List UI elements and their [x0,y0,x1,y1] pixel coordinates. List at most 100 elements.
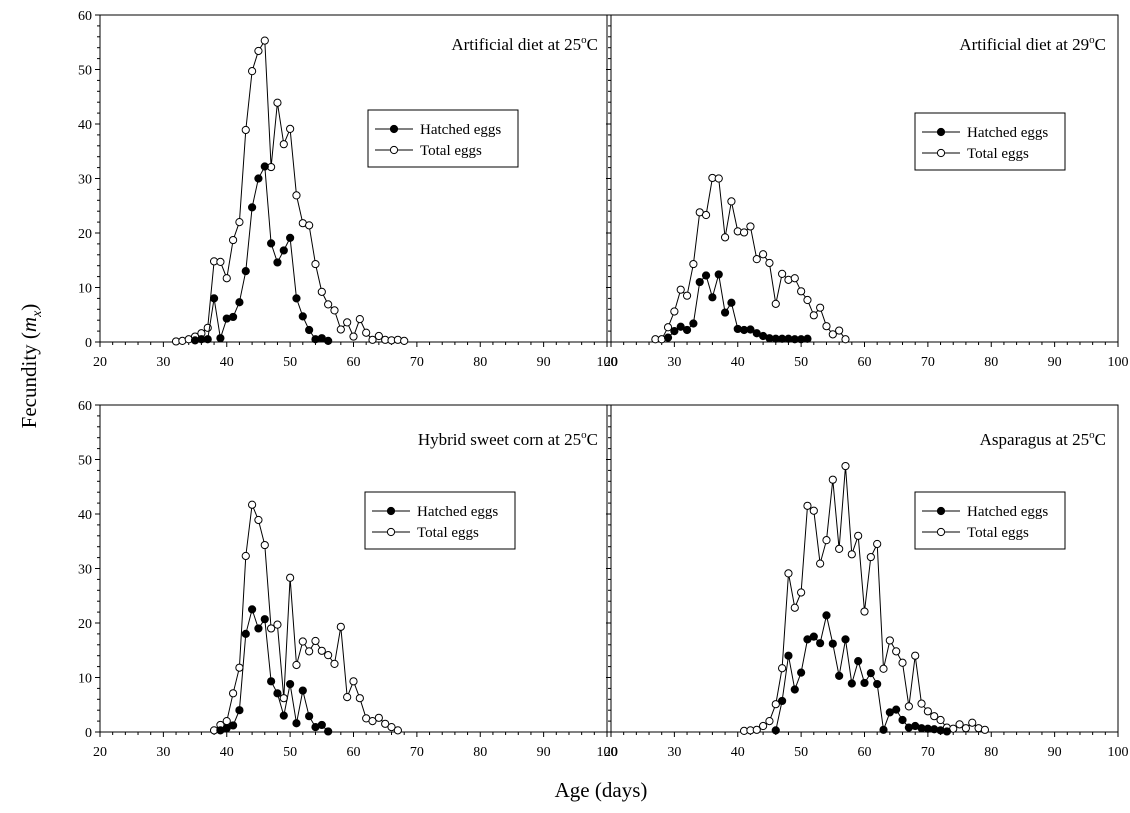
data-point [835,326,844,335]
data-point [701,210,711,220]
data-point [828,330,837,339]
x-tick-label: 50 [794,355,808,370]
data-point [663,323,673,332]
x-tick-label: 90 [1048,745,1062,760]
data-point [980,725,990,734]
data-point [759,721,768,731]
data-point [273,98,282,107]
data-point [349,677,358,686]
data-point [260,162,269,171]
data-point [216,334,225,343]
data-point [267,677,276,686]
legend-label: Total eggs [417,525,479,541]
panel-bottom-left: 0 10 20 30 40 50 60 20 30 40 50 60 70 80 90 100 Hybrid s… [78,399,618,760]
data-point [816,303,825,312]
data-point [720,308,730,317]
data-point [260,540,269,550]
data-point [317,646,326,655]
data-point [822,322,831,331]
x-tick-label: 90 [537,355,551,370]
data-point [260,36,269,45]
data-point [254,515,263,525]
data-point [828,639,837,648]
panel-title: Artificial diet at 25oC [451,34,598,54]
x-tick-label: 20 [604,355,618,370]
data-point [317,287,326,296]
y-axis-label: Fecundity (mx) [17,304,45,429]
x-tick-label: 20 [604,745,618,760]
data-point [930,712,939,721]
data-point [387,722,396,732]
x-tick-label: 100 [1108,745,1129,760]
series-total-eggs [171,36,409,346]
data-point [835,671,844,680]
x-tick-label: 70 [410,355,424,370]
data-point [866,552,875,562]
legend: Hatched eggs Total eggs [364,491,516,550]
data-point [714,174,723,183]
series-line [176,38,405,342]
panel-top-left: 0 10 20 30 40 50 60 20 30 40 50 60 70 80 90 100 Artifici… [78,9,618,370]
data-point [809,632,818,641]
data-point [298,686,307,695]
x-tick-label: 90 [1048,355,1062,370]
x-tick-label: 20 [93,745,107,760]
legend-label: Hatched eggs [967,504,1048,520]
legend-label: Hatched eggs [417,504,498,520]
y-tick-label: 0 [85,336,92,351]
x-tick-label: 40 [731,745,745,760]
data-point [279,246,288,255]
data-point [961,724,971,733]
data-point [898,658,907,667]
legend-label: Hatched eggs [967,125,1048,141]
data-point [765,717,774,726]
data-point [235,663,244,672]
data-point [355,694,364,703]
data-point [923,707,932,716]
x-tick-label: 80 [473,745,487,760]
y-tick-label: 50 [78,454,92,469]
data-point [349,332,358,341]
data-point [292,719,301,728]
y-tick-label: 60 [78,399,92,414]
data-point [803,334,812,343]
data-point [860,678,869,688]
data-point [746,222,755,231]
data-point [222,274,231,283]
data-point [292,660,301,670]
legend-label: Total eggs [967,146,1029,162]
data-point [752,725,761,734]
data-point [228,235,238,245]
data-point [393,726,402,735]
data-point [727,298,736,307]
y-tick-label: 30 [78,173,92,188]
data-point [235,706,244,715]
data-point [381,719,390,728]
data-point [778,664,787,673]
series-total-eggs [739,461,990,736]
y-tick-label: 30 [78,563,92,578]
data-point [682,291,692,300]
data-point [854,657,863,666]
data-point [797,287,806,296]
data-point [267,239,276,248]
data-point [841,635,850,644]
x-tick-label: 30 [156,355,170,370]
data-point [324,651,333,660]
data-point [784,651,793,660]
data-point [898,715,907,725]
panel-title: Asparagus at 25oC [980,429,1106,449]
panel-title: Artificial diet at 29oC [959,34,1106,54]
series-hatched-eggs [216,605,333,736]
series-hatched-eggs [190,162,333,346]
x-tick-label: 70 [410,745,424,760]
data-point [286,679,295,689]
data-point [311,636,320,646]
data-point [784,569,793,578]
data-point [759,250,768,259]
data-point [248,67,257,76]
legend-box [367,109,519,168]
data-point [209,294,219,303]
x-tick-label: 90 [537,745,551,760]
